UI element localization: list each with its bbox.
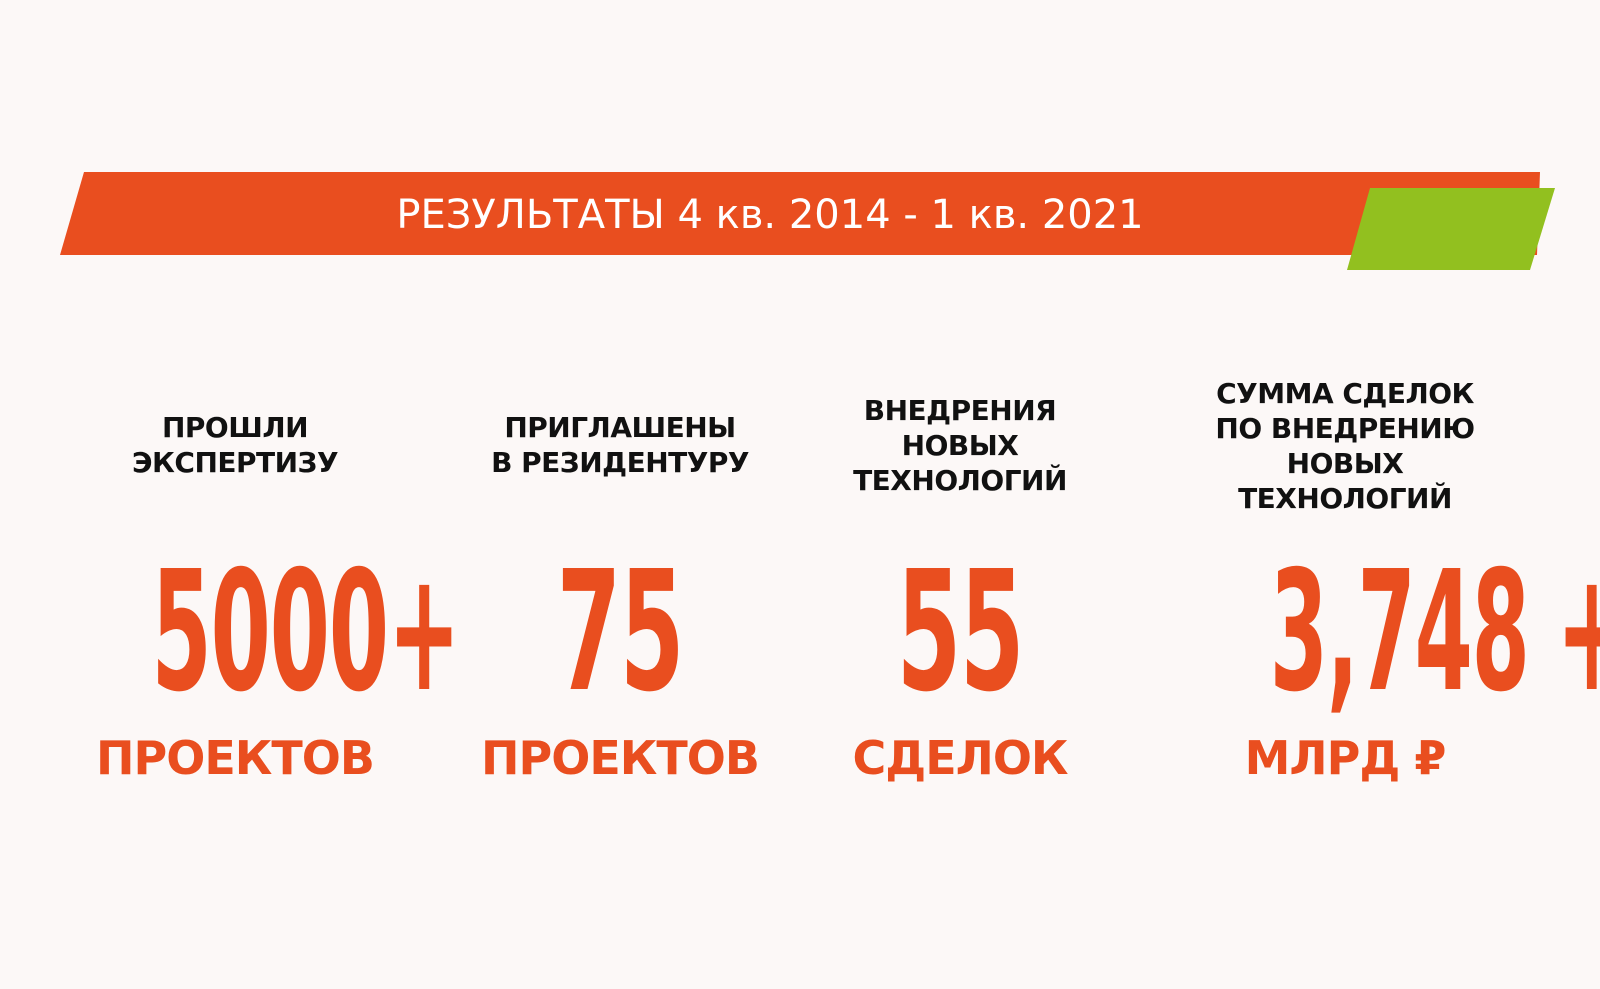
stat-value: 75 — [430, 548, 810, 718]
stat-label-line: В РЕЗИДЕНТУРУ — [491, 446, 749, 479]
banner-title: РЕЗУЛЬТАТЫ 4 кв. 2014 - 1 кв. 2021 — [396, 192, 1144, 238]
stat-value-number: 55 — [896, 536, 1025, 729]
stat-value: 5000+ — [40, 548, 460, 718]
stat-label-line: ПРОШЛИ — [161, 411, 309, 444]
stat-column-residency: ПРИГЛАШЕНЫ В РЕЗИДЕНТУРУ 75 ПРОЕКТОВ — [430, 0, 810, 989]
stat-label: ВНЕДРЕНИЯ НОВЫХ ТЕХНОЛОГИЙ — [810, 393, 1110, 498]
header-banner: РЕЗУЛЬТАТЫ 4 кв. 2014 - 1 кв. 2021 — [0, 0, 1600, 300]
banner-red-stripe — [60, 172, 1540, 255]
stat-column-expertise: ПРОШЛИ ЭКСПЕРТИЗУ 5000+ ПРОЕКТОВ — [40, 0, 460, 989]
stat-label: ПРОШЛИ ЭКСПЕРТИЗУ — [40, 410, 430, 480]
stat-label-line: ПО ВНЕДРЕНИЮ — [1215, 412, 1475, 445]
stat-unit: МЛРД ₽ — [1244, 731, 1447, 785]
stat-column-technologies: ВНЕДРЕНИЯ НОВЫХ ТЕХНОЛОГИЙ 55 СДЕЛОК — [810, 0, 1110, 989]
stat-label-line: СУММА СДЕЛОК — [1216, 377, 1474, 410]
stat-label-line: НОВЫХ — [901, 429, 1019, 462]
banner-green-accent — [1347, 188, 1555, 270]
stat-label: СУММА СДЕЛОК ПО ВНЕДРЕНИЮ НОВЫХ ТЕХНОЛОГ… — [1130, 376, 1560, 516]
banner-shapes — [60, 172, 1555, 270]
stat-unit: СДЕЛОК — [852, 731, 1068, 785]
stat-value-number: 5000+ — [151, 536, 460, 729]
stat-label-line: НОВЫХ — [1286, 447, 1404, 480]
stat-value-number: 3,748 + — [1269, 536, 1600, 729]
stat-column-deal-sum: СУММА СДЕЛОК ПО ВНЕДРЕНИЮ НОВЫХ ТЕХНОЛОГ… — [1130, 0, 1600, 989]
stat-label-line: ВНЕДРЕНИЯ — [863, 394, 1057, 427]
stat-value: 3,748 + — [1130, 548, 1600, 718]
stat-label-line: ТЕХНОЛОГИЙ — [1238, 482, 1452, 515]
stat-label-line: ТЕХНОЛОГИЙ — [853, 464, 1067, 497]
stat-label-line: ПРИГЛАШЕНЫ — [504, 411, 736, 444]
stat-label: ПРИГЛАШЕНЫ В РЕЗИДЕНТУРУ — [430, 410, 810, 480]
stat-label-line: ЭКСПЕРТИЗУ — [131, 446, 339, 479]
stat-value: 55 — [810, 548, 1110, 718]
stat-unit: ПРОЕКТОВ — [481, 731, 760, 785]
stat-unit: ПРОЕКТОВ — [96, 731, 375, 785]
stat-value-number: 75 — [556, 536, 685, 729]
